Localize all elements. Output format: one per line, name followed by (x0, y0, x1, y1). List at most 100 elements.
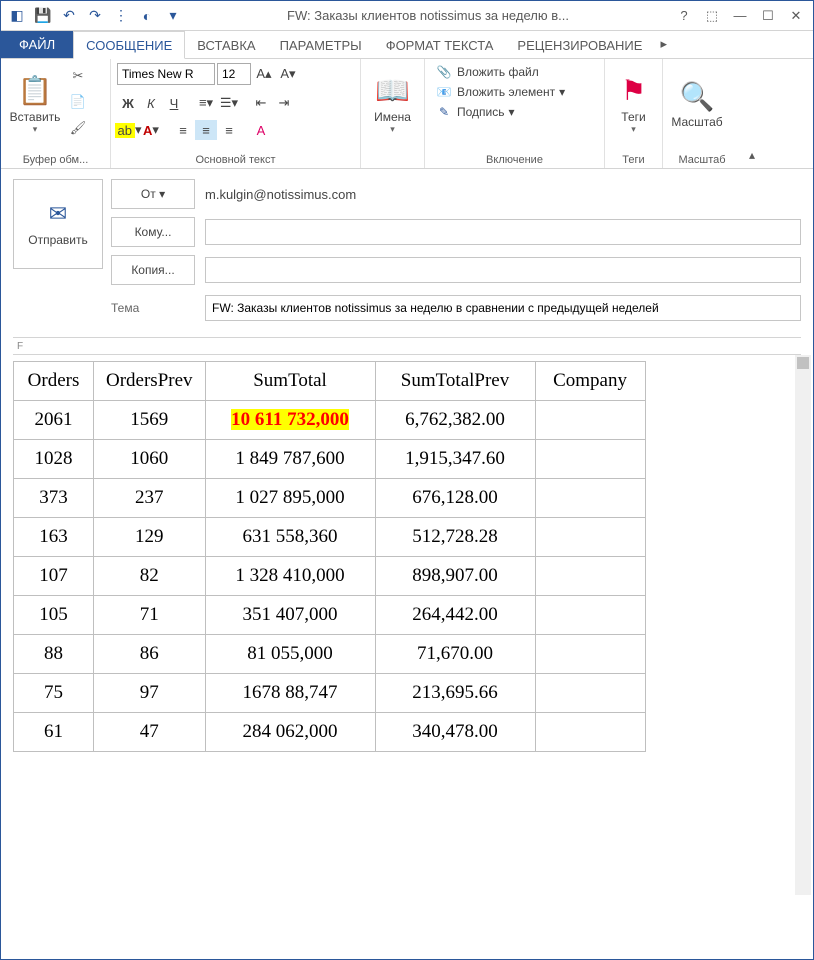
redo-button[interactable]: ↷ (83, 4, 107, 28)
outdent-button[interactable]: ⇤ (250, 93, 272, 113)
names-button[interactable]: 📖 Имена ▾ (367, 63, 418, 143)
align-center-button[interactable]: ≡ (195, 120, 217, 140)
table-cell (535, 518, 645, 557)
italic-button[interactable]: К (140, 93, 162, 113)
bold-button[interactable]: Ж (117, 93, 139, 113)
attach-item-button[interactable]: 📧Вложить элемент ▾ (431, 83, 598, 101)
group-font: A▴ A▾ Ж К Ч ≡▾ ☰▾ ⇤ ⇥ ab▾ A▾ ≡ ≡ ≡ (111, 59, 361, 168)
numbering-button[interactable]: ☰▾ (218, 93, 240, 113)
table-cell: 47 (94, 713, 206, 752)
table-cell: 81 055,000 (205, 635, 375, 674)
grow-font-button[interactable]: A▴ (253, 64, 275, 84)
save-button[interactable]: 💾 (31, 4, 55, 28)
table-header: Orders (14, 362, 94, 401)
bullets-button[interactable]: ≡▾ (195, 93, 217, 113)
magnifier-icon: 🔍 (680, 76, 715, 116)
table-cell: 75 (14, 674, 94, 713)
undo-button[interactable]: ↶ (57, 4, 81, 28)
font-size-input[interactable] (217, 63, 251, 85)
group-font-label: Основной текст (117, 152, 354, 166)
font-color-button[interactable]: A▾ (140, 120, 162, 140)
group-zoom-label: Масштаб (669, 152, 735, 166)
tags-button[interactable]: ⚑ Теги ▾ (611, 63, 656, 143)
cut-button[interactable]: ✂ (67, 65, 89, 87)
touch-mode-icon[interactable]: ◐ (135, 4, 159, 28)
send-icon: ✉ (49, 201, 67, 227)
send-button[interactable]: ✉ Отправить (13, 179, 103, 269)
table-cell: 61 (14, 713, 94, 752)
table-row: 107821 328 410,000898,907.00 (14, 557, 646, 596)
from-button[interactable]: От ▾ (111, 179, 195, 209)
tab-review[interactable]: РЕЦЕНЗИРОВАНИЕ (505, 32, 654, 58)
table-cell: 284 062,000 (205, 713, 375, 752)
subject-input[interactable] (205, 295, 801, 321)
group-tags: ⚑ Теги ▾ Теги (605, 59, 663, 168)
scrollbar-up-icon[interactable] (797, 357, 809, 369)
align-left-button[interactable]: ≡ (172, 120, 194, 140)
paste-label: Вставить (10, 111, 61, 124)
signature-button[interactable]: ✎Подпись ▾ (431, 103, 598, 121)
help-button[interactable]: ? (671, 4, 697, 28)
qat-dropdown-icon[interactable]: ▾ (161, 4, 185, 28)
group-clipboard: 📋 Вставить ▾ ✂ 📄 🖌 Буфер обм... (1, 59, 111, 168)
zoom-label: Масштаб (671, 116, 722, 129)
tab-overflow-icon[interactable]: ▸ (654, 30, 673, 58)
shrink-font-button[interactable]: A▾ (277, 64, 299, 84)
names-label: Имена (374, 111, 411, 124)
table-cell: 129 (94, 518, 206, 557)
tags-label: Теги (621, 111, 645, 124)
clear-format-button[interactable]: A (250, 120, 272, 140)
table-cell: 676,128.00 (375, 479, 535, 518)
copy-button[interactable]: 📄 (67, 91, 89, 113)
outlook-icon[interactable]: ◧ (5, 4, 29, 28)
tab-file[interactable]: ФАЙЛ (1, 31, 73, 58)
zoom-button[interactable]: 🔍 Масштаб (669, 63, 725, 143)
to-button[interactable]: Кому... (111, 217, 195, 247)
table-cell: 1678 88,747 (205, 674, 375, 713)
attach-file-button[interactable]: 📎Вложить файл (431, 63, 598, 81)
tab-message[interactable]: СООБЩЕНИЕ (73, 31, 185, 59)
table-cell: 631 558,360 (205, 518, 375, 557)
tab-format[interactable]: ФОРМАТ ТЕКСТА (374, 32, 506, 58)
table-row: 2061156910 611 732,0006,762,382.00 (14, 401, 646, 440)
cc-input[interactable] (205, 257, 801, 283)
maximize-button[interactable]: ☐ (755, 4, 781, 28)
signature-label: Подпись (457, 105, 505, 119)
table-row: 102810601 849 787,6001,915,347.60 (14, 440, 646, 479)
ribbon-display-button[interactable]: ⬚ (699, 4, 725, 28)
table-cell: 213,695.66 (375, 674, 535, 713)
highlight-button[interactable]: ab▾ (117, 120, 139, 140)
tab-options[interactable]: ПАРАМЕТРЫ (268, 32, 374, 58)
qat-more-icon[interactable]: ⋮ (109, 4, 133, 28)
table-cell: 97 (94, 674, 206, 713)
font-name-input[interactable] (117, 63, 215, 85)
format-painter-button[interactable]: 🖌 (67, 117, 89, 139)
paste-button[interactable]: 📋 Вставить ▾ (7, 63, 63, 143)
minimize-button[interactable]: — (727, 4, 753, 28)
quick-access-toolbar: ◧ 💾 ↶ ↷ ⋮ ◐ ▾ (5, 4, 185, 28)
table-cell: 1 027 895,000 (205, 479, 375, 518)
table-cell: 71 (94, 596, 206, 635)
table-cell (535, 596, 645, 635)
group-include: 📎Вложить файл 📧Вложить элемент ▾ ✎Подпис… (425, 59, 605, 168)
collapse-ribbon-button[interactable]: ▴ (741, 59, 763, 168)
align-right-button[interactable]: ≡ (218, 120, 240, 140)
message-body[interactable]: OrdersOrdersPrevSumTotalSumTotalPrevComp… (1, 355, 813, 895)
to-input[interactable] (205, 219, 801, 245)
scrollbar[interactable] (795, 355, 811, 895)
table-cell: 1,915,347.60 (375, 440, 535, 479)
table-cell: 1028 (14, 440, 94, 479)
indent-button[interactable]: ⇥ (273, 93, 295, 113)
window-title: FW: Заказы клиентов notissimus за неделю… (185, 8, 671, 23)
close-button[interactable]: ✕ (783, 4, 809, 28)
table-cell: 88 (14, 635, 94, 674)
table-cell: 1569 (94, 401, 206, 440)
table-cell (535, 674, 645, 713)
table-cell: 373 (14, 479, 94, 518)
table-cell: 6,762,382.00 (375, 401, 535, 440)
table-cell: 264,442.00 (375, 596, 535, 635)
tab-insert[interactable]: ВСТАВКА (185, 32, 267, 58)
table-cell (535, 557, 645, 596)
cc-button[interactable]: Копия... (111, 255, 195, 285)
underline-button[interactable]: Ч (163, 93, 185, 113)
